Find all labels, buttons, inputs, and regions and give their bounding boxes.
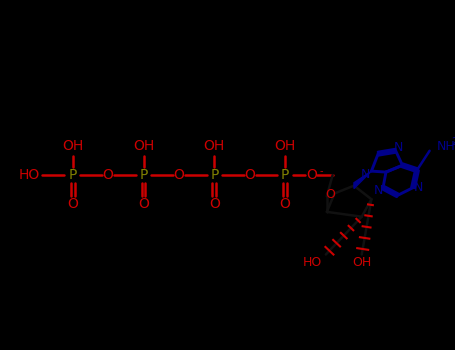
Text: O: O	[244, 168, 255, 182]
Text: O: O	[138, 197, 149, 211]
Text: O: O	[306, 168, 317, 182]
Text: N: N	[413, 181, 423, 194]
Text: P: P	[281, 168, 289, 182]
Text: N: N	[361, 168, 370, 181]
Text: NH: NH	[436, 140, 455, 153]
Text: O: O	[67, 197, 78, 211]
Text: -: -	[319, 166, 323, 176]
Text: OH: OH	[133, 139, 154, 153]
Text: O: O	[173, 168, 184, 182]
Text: N: N	[394, 141, 403, 154]
Text: HO: HO	[303, 256, 322, 269]
Text: 2: 2	[451, 137, 455, 147]
Text: OH: OH	[62, 139, 83, 153]
Text: P: P	[139, 168, 148, 182]
Text: N: N	[374, 184, 383, 197]
Text: HO: HO	[19, 168, 40, 182]
Text: P: P	[210, 168, 218, 182]
Text: O: O	[209, 197, 220, 211]
Text: OH: OH	[274, 139, 296, 153]
Text: OH: OH	[352, 256, 371, 269]
Text: P: P	[69, 168, 77, 182]
Polygon shape	[354, 171, 371, 189]
Text: O: O	[103, 168, 114, 182]
Text: O: O	[326, 188, 336, 201]
Text: OH: OH	[204, 139, 225, 153]
Text: O: O	[280, 197, 291, 211]
